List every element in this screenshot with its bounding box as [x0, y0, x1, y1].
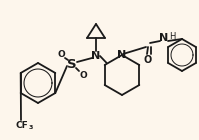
Text: H: H: [169, 32, 175, 40]
Text: N: N: [117, 50, 127, 60]
Text: 3: 3: [29, 125, 33, 130]
Text: N: N: [159, 33, 169, 43]
Text: O: O: [57, 50, 65, 59]
Text: S: S: [67, 58, 77, 71]
Text: O: O: [144, 55, 152, 65]
Text: CF: CF: [16, 122, 28, 130]
Text: N: N: [91, 51, 101, 61]
Text: O: O: [79, 71, 87, 80]
